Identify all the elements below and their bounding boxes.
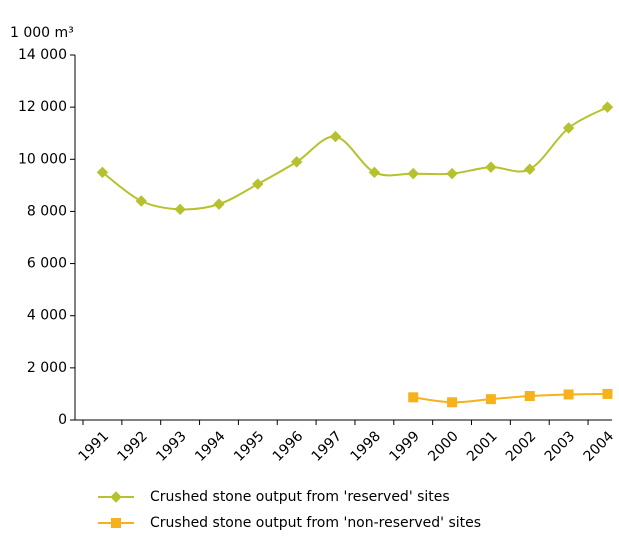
x-tick-label: 1995 (231, 428, 268, 465)
legend-marker (111, 518, 121, 528)
x-tick-label: 1991 (76, 428, 113, 465)
data-point (485, 161, 497, 173)
x-tick-label: 1996 (270, 428, 307, 465)
y-tick-label: 14 000 (18, 47, 67, 63)
data-point (368, 166, 381, 179)
legend-label: Crushed stone output from 'reserved' sit… (150, 489, 450, 505)
data-point (407, 167, 419, 180)
data-point (601, 101, 614, 113)
data-point (524, 391, 535, 402)
x-tick-label: 1994 (192, 428, 229, 465)
y-tick-label: 6 000 (27, 256, 67, 272)
x-tick-label: 1992 (114, 428, 151, 465)
legend-marker (110, 491, 122, 503)
x-tick-label: 2000 (425, 428, 462, 465)
y-tick-label: 10 000 (18, 151, 67, 167)
y-tick-label: 2 000 (27, 360, 67, 376)
x-tick-label: 2003 (542, 428, 579, 465)
x-tick-label: 1999 (386, 428, 423, 465)
y-tick-label: 12 000 (18, 99, 67, 115)
x-tick-label: 1998 (348, 428, 385, 465)
y-tick-label: 4 000 (27, 308, 67, 324)
data-point (563, 389, 574, 400)
y-tick-label: 8 000 (27, 203, 67, 219)
x-tick-label: 1993 (153, 428, 190, 465)
data-point (447, 397, 458, 408)
data-point (485, 394, 496, 405)
y-tick-label: 0 (58, 412, 67, 428)
data-point (329, 130, 342, 143)
series-line (101, 106, 608, 211)
data-point (446, 167, 458, 180)
x-tick-label: 2001 (464, 428, 501, 465)
data-point (252, 178, 264, 190)
data-point (408, 392, 419, 403)
x-tick-label: 1997 (309, 428, 346, 465)
data-point (562, 122, 575, 134)
y-axis-unit: 1 000 m³ (10, 25, 74, 41)
data-point (135, 195, 147, 207)
data-point (213, 198, 225, 210)
data-point (96, 166, 109, 179)
x-tick-label: 2002 (503, 428, 540, 465)
data-point (174, 203, 186, 216)
data-point (524, 163, 536, 175)
x-tick-label: 2004 (581, 428, 618, 465)
data-point (290, 156, 303, 168)
series-line (413, 392, 608, 404)
legend-label: Crushed stone output from 'non-reserved'… (150, 515, 481, 531)
data-point (602, 388, 613, 399)
